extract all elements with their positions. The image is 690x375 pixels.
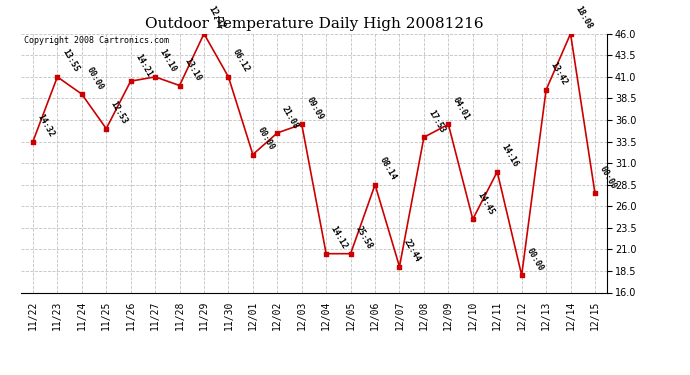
Point — [394, 264, 405, 270]
Point — [150, 74, 161, 80]
Point — [443, 122, 454, 128]
Text: 12:32: 12:32 — [207, 5, 227, 31]
Point — [125, 78, 136, 84]
Text: 22:44: 22:44 — [402, 238, 422, 264]
Point — [565, 31, 576, 37]
Text: 14:10: 14:10 — [158, 48, 178, 74]
Title: Outdoor Temperature Daily High 20081216: Outdoor Temperature Daily High 20081216 — [145, 17, 483, 31]
Text: 17:53: 17:53 — [426, 108, 447, 135]
Text: 25:58: 25:58 — [353, 225, 374, 251]
Point — [223, 74, 234, 80]
Text: 12:53: 12:53 — [109, 100, 129, 126]
Point — [589, 190, 600, 196]
Text: 00:00: 00:00 — [85, 65, 105, 92]
Text: 00:00: 00:00 — [598, 164, 618, 190]
Point — [77, 91, 88, 97]
Text: 06:12: 06:12 — [231, 48, 251, 74]
Text: 04:01: 04:01 — [451, 95, 471, 122]
Text: 00:00: 00:00 — [255, 126, 276, 152]
Text: 13:10: 13:10 — [182, 57, 203, 83]
Text: 14:12: 14:12 — [329, 225, 349, 251]
Point — [247, 152, 258, 157]
Text: 13:55: 13:55 — [60, 48, 81, 74]
Point — [101, 126, 112, 132]
Text: 08:14: 08:14 — [378, 156, 398, 182]
Text: 14:16: 14:16 — [500, 143, 520, 169]
Text: 14:45: 14:45 — [475, 190, 496, 216]
Text: 21:08: 21:08 — [280, 104, 300, 130]
Point — [516, 272, 527, 278]
Text: 09:09: 09:09 — [304, 95, 325, 122]
Point — [370, 182, 381, 188]
Point — [174, 82, 185, 88]
Text: 00:00: 00:00 — [524, 246, 544, 273]
Text: Copyright 2008 Cartronics.com: Copyright 2008 Cartronics.com — [23, 36, 168, 45]
Point — [296, 122, 307, 128]
Text: 18:08: 18:08 — [573, 5, 593, 31]
Point — [321, 251, 332, 257]
Text: 14:32: 14:32 — [36, 112, 56, 139]
Point — [28, 139, 39, 145]
Point — [345, 251, 356, 257]
Point — [467, 216, 478, 222]
Text: 13:42: 13:42 — [549, 61, 569, 87]
Point — [272, 130, 283, 136]
Point — [52, 74, 63, 80]
Point — [540, 87, 551, 93]
Point — [418, 134, 429, 140]
Point — [492, 169, 503, 175]
Point — [199, 31, 210, 37]
Text: 14:21: 14:21 — [133, 52, 154, 78]
